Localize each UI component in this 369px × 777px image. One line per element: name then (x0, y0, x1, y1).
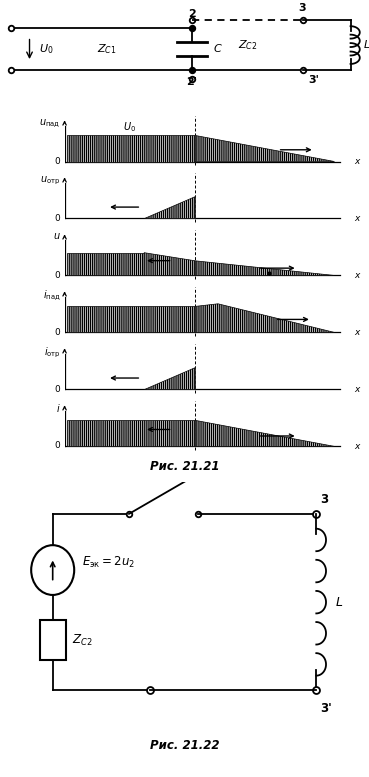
Polygon shape (144, 196, 195, 218)
Text: $Z_{C1}$: $Z_{C1}$ (97, 43, 117, 56)
Polygon shape (195, 261, 335, 276)
Text: $U_0$: $U_0$ (123, 120, 137, 134)
Polygon shape (144, 253, 195, 276)
Polygon shape (195, 304, 335, 333)
Text: $U_0$: $U_0$ (39, 43, 53, 56)
Text: 0: 0 (55, 157, 60, 166)
Text: $E_{\rm эк}=2u_2$: $E_{\rm эк}=2u_2$ (82, 555, 135, 570)
Text: Рис. 21.21: Рис. 21.21 (150, 460, 219, 472)
Polygon shape (68, 253, 144, 276)
Text: x: x (354, 271, 360, 280)
Text: $u_{\rm отр}$: $u_{\rm отр}$ (40, 174, 60, 186)
Text: 0: 0 (55, 385, 60, 393)
Text: 2': 2' (186, 77, 197, 87)
Text: $Z_{C2}$: $Z_{C2}$ (72, 632, 92, 648)
Text: $i$: $i$ (56, 402, 60, 414)
Text: 0: 0 (55, 328, 60, 336)
Text: $u$: $u$ (52, 232, 60, 241)
Text: $u_{\rm пад}$: $u_{\rm пад}$ (39, 117, 60, 130)
Text: L: L (335, 596, 342, 608)
Polygon shape (144, 367, 195, 389)
Text: 3: 3 (299, 3, 306, 13)
Bar (39, 620, 66, 660)
Text: x: x (354, 442, 360, 451)
Text: 3: 3 (320, 493, 328, 507)
Polygon shape (68, 135, 195, 162)
Polygon shape (68, 306, 195, 333)
Polygon shape (144, 420, 195, 447)
Text: x: x (354, 328, 360, 337)
Text: 0: 0 (55, 270, 60, 280)
Text: $Z_{C2}$: $Z_{C2}$ (238, 38, 257, 52)
Text: $i_{\rm отр}$: $i_{\rm отр}$ (44, 345, 60, 360)
Text: 0: 0 (55, 214, 60, 222)
Text: 0: 0 (55, 441, 60, 451)
Polygon shape (68, 420, 144, 447)
Text: L: L (363, 40, 369, 50)
Polygon shape (195, 135, 335, 162)
Text: $i_{\rm пад}$: $i_{\rm пад}$ (42, 288, 60, 302)
Text: 3': 3' (308, 75, 319, 85)
Text: x: x (354, 385, 360, 394)
Polygon shape (195, 420, 335, 447)
Text: C: C (214, 44, 222, 54)
Text: 2: 2 (188, 9, 196, 19)
Text: x: x (354, 157, 360, 166)
Text: Рис. 21.22: Рис. 21.22 (150, 740, 219, 752)
Text: x: x (354, 214, 360, 223)
Text: 3': 3' (320, 702, 331, 715)
